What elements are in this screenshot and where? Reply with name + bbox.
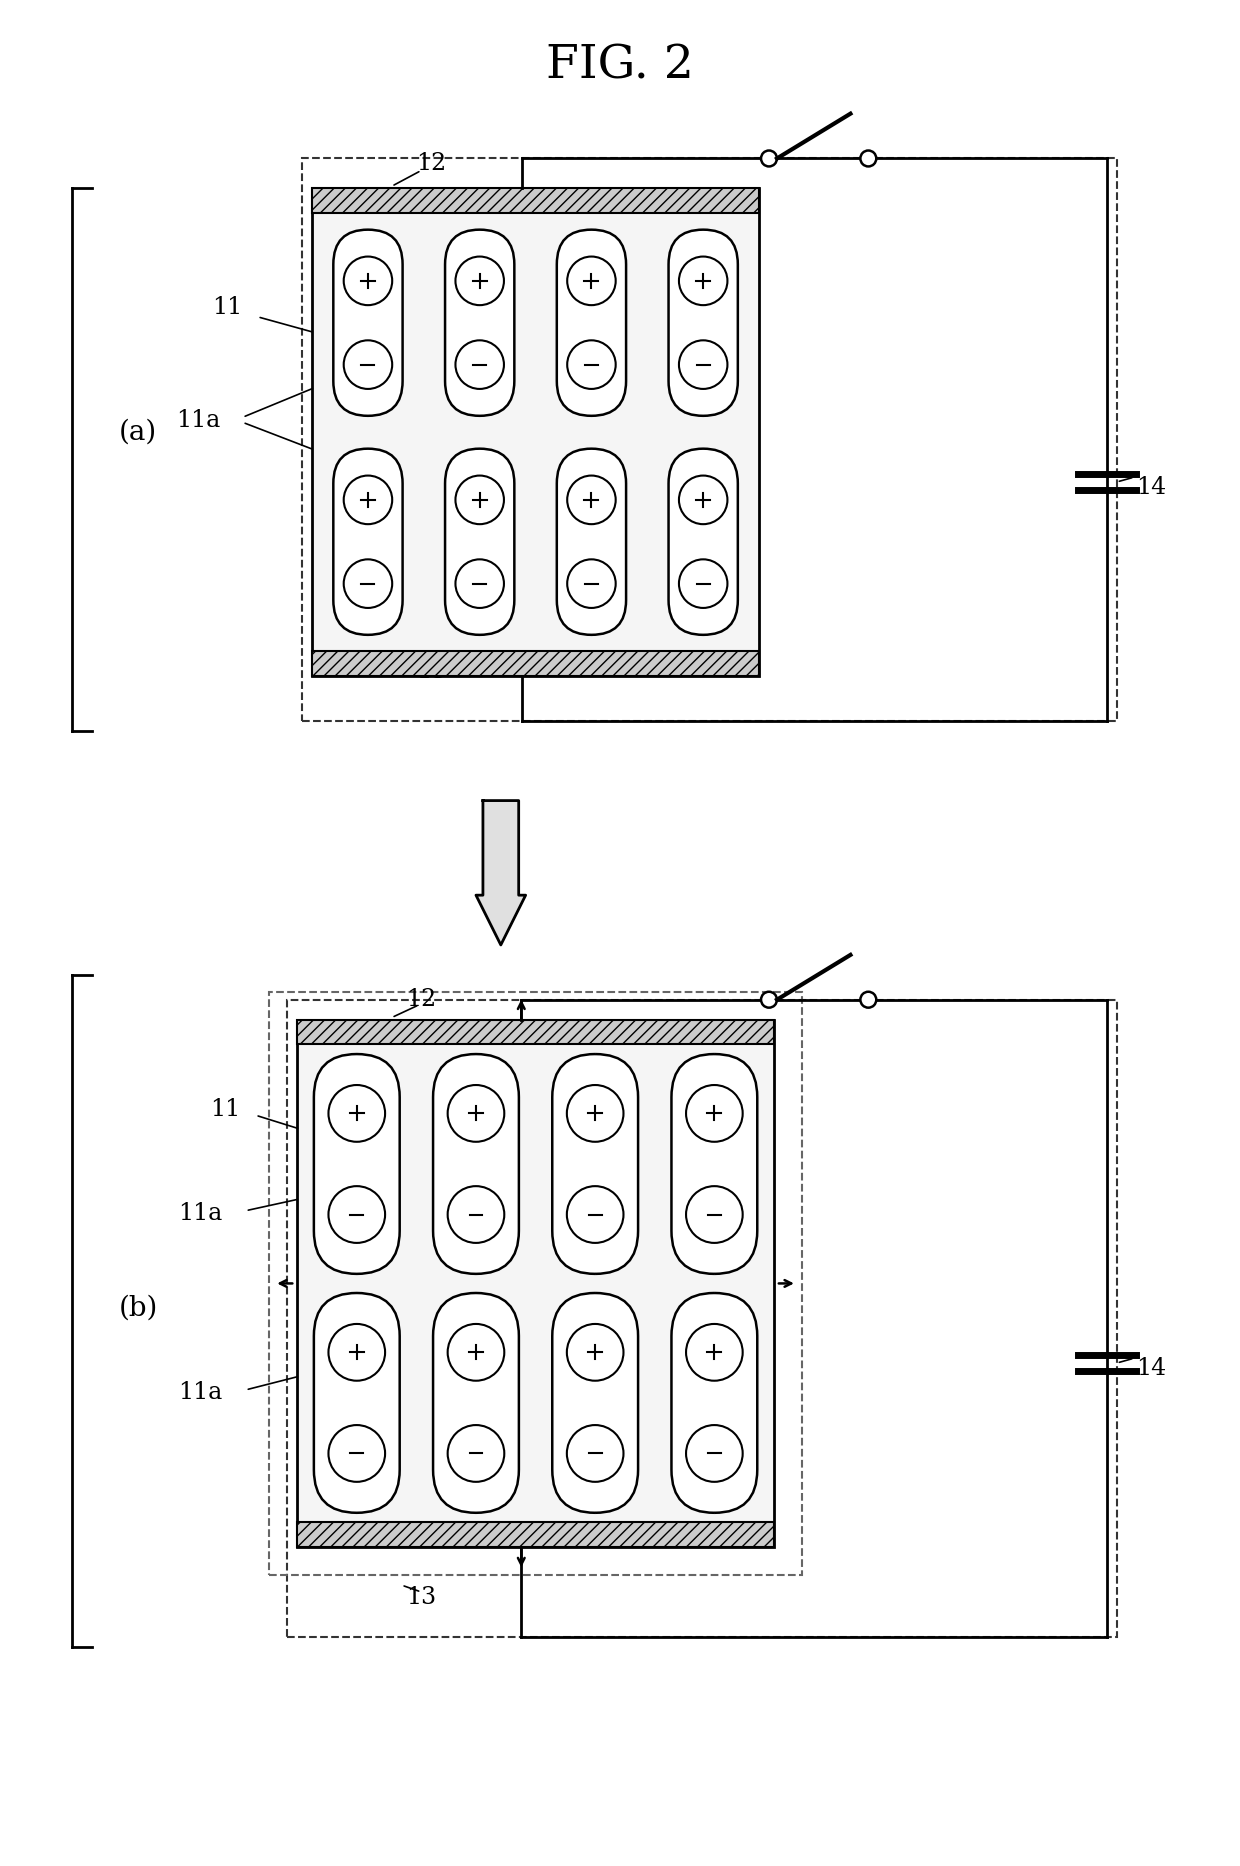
FancyBboxPatch shape bbox=[668, 230, 738, 416]
Bar bbox=[269, 991, 802, 1575]
Circle shape bbox=[861, 991, 877, 1008]
Text: 12: 12 bbox=[407, 989, 436, 1011]
Circle shape bbox=[329, 1187, 386, 1243]
Circle shape bbox=[343, 340, 392, 388]
Circle shape bbox=[686, 1426, 743, 1482]
FancyBboxPatch shape bbox=[557, 448, 626, 634]
Circle shape bbox=[680, 256, 728, 306]
Text: (b): (b) bbox=[119, 1295, 157, 1321]
Bar bbox=[303, 159, 1117, 720]
Bar bbox=[298, 1019, 774, 1045]
Text: 12: 12 bbox=[417, 151, 446, 175]
Text: 14: 14 bbox=[1137, 1357, 1167, 1379]
Text: FIG. 2: FIG. 2 bbox=[546, 43, 694, 88]
Text: 11: 11 bbox=[211, 1097, 241, 1121]
Polygon shape bbox=[476, 801, 526, 944]
Text: 11a: 11a bbox=[179, 1381, 223, 1405]
Text: 11a: 11a bbox=[176, 409, 221, 431]
Bar bbox=[312, 188, 759, 675]
Text: 11: 11 bbox=[212, 297, 243, 319]
Circle shape bbox=[686, 1325, 743, 1381]
FancyBboxPatch shape bbox=[671, 1293, 758, 1513]
Circle shape bbox=[686, 1187, 743, 1243]
Circle shape bbox=[329, 1084, 386, 1142]
FancyBboxPatch shape bbox=[433, 1293, 518, 1513]
FancyBboxPatch shape bbox=[552, 1293, 639, 1513]
Circle shape bbox=[567, 340, 616, 388]
Circle shape bbox=[343, 560, 392, 608]
Bar bbox=[312, 188, 759, 213]
Bar bbox=[298, 1523, 774, 1547]
Circle shape bbox=[567, 560, 616, 608]
Circle shape bbox=[343, 476, 392, 524]
Circle shape bbox=[761, 991, 777, 1008]
Text: 13: 13 bbox=[407, 1586, 436, 1608]
Text: (a): (a) bbox=[119, 418, 157, 446]
Circle shape bbox=[448, 1187, 505, 1243]
FancyBboxPatch shape bbox=[671, 1054, 758, 1274]
Circle shape bbox=[761, 151, 777, 166]
FancyBboxPatch shape bbox=[552, 1054, 639, 1274]
Text: 13: 13 bbox=[417, 661, 446, 683]
FancyBboxPatch shape bbox=[334, 448, 403, 634]
Circle shape bbox=[680, 340, 728, 388]
Circle shape bbox=[329, 1426, 386, 1482]
Circle shape bbox=[567, 1187, 624, 1243]
Circle shape bbox=[567, 476, 616, 524]
Circle shape bbox=[448, 1325, 505, 1381]
FancyBboxPatch shape bbox=[668, 448, 738, 634]
Circle shape bbox=[455, 256, 503, 306]
Bar bbox=[288, 1000, 1117, 1636]
FancyBboxPatch shape bbox=[314, 1054, 399, 1274]
Circle shape bbox=[861, 151, 877, 166]
Bar bbox=[312, 651, 759, 675]
FancyBboxPatch shape bbox=[314, 1293, 399, 1513]
Circle shape bbox=[455, 476, 503, 524]
FancyBboxPatch shape bbox=[445, 230, 515, 416]
Circle shape bbox=[686, 1084, 743, 1142]
Circle shape bbox=[680, 476, 728, 524]
FancyBboxPatch shape bbox=[445, 448, 515, 634]
Circle shape bbox=[343, 256, 392, 306]
Circle shape bbox=[567, 256, 616, 306]
Circle shape bbox=[455, 340, 503, 388]
Circle shape bbox=[567, 1426, 624, 1482]
Circle shape bbox=[448, 1084, 505, 1142]
FancyBboxPatch shape bbox=[557, 230, 626, 416]
Text: 11a: 11a bbox=[179, 1202, 223, 1226]
Circle shape bbox=[680, 560, 728, 608]
Text: 14: 14 bbox=[1137, 476, 1167, 498]
Bar bbox=[298, 1019, 774, 1547]
Circle shape bbox=[455, 560, 503, 608]
Circle shape bbox=[329, 1325, 386, 1381]
Circle shape bbox=[567, 1084, 624, 1142]
FancyBboxPatch shape bbox=[433, 1054, 518, 1274]
Circle shape bbox=[567, 1325, 624, 1381]
Circle shape bbox=[448, 1426, 505, 1482]
FancyBboxPatch shape bbox=[334, 230, 403, 416]
